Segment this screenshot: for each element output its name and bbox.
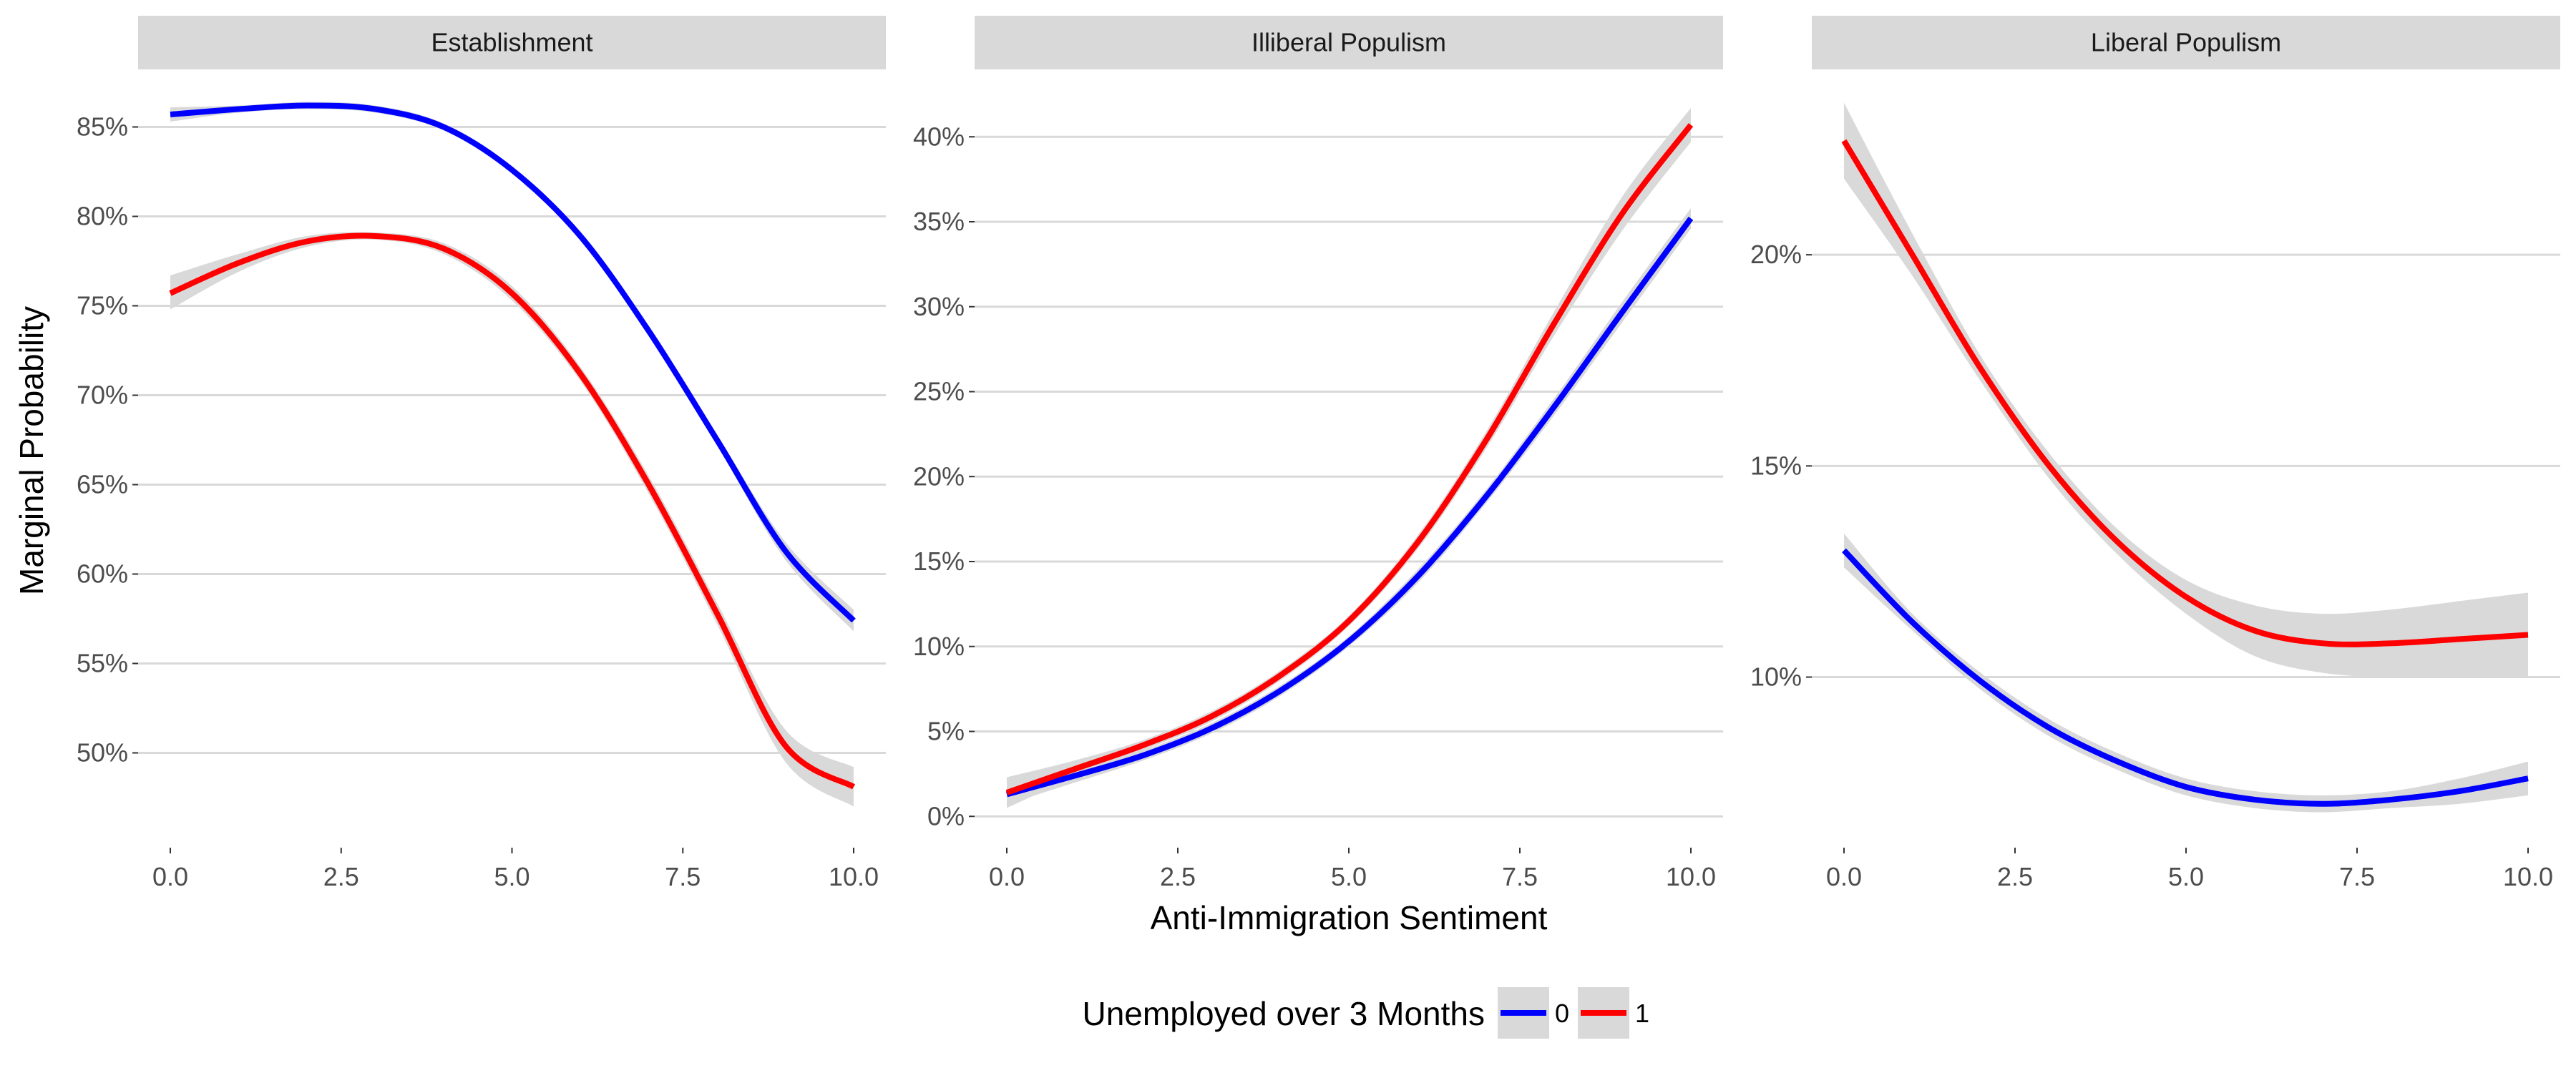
y-tick-label: 35% — [913, 207, 965, 236]
y-tick-label: 0% — [927, 801, 965, 831]
facet-panel: Illiberal Populism 0% 5% 10% 15% 20% 25% 30% 35%… — [913, 16, 1723, 891]
y-tick-label: 25% — [913, 377, 965, 406]
y-tick-label: 20% — [913, 461, 965, 491]
x-tick-label: 10.0 — [829, 862, 879, 891]
facet-panel: Liberal Populism 10% 15% 20% 0.0 2.5 5.0 7.5 10.… — [1750, 16, 2560, 891]
x-tick-label: 5.0 — [2168, 862, 2204, 891]
x-tick-label: 2.5 — [1997, 862, 2033, 891]
y-tick-label: 15% — [1750, 451, 1802, 480]
y-tick-label: 85% — [77, 112, 128, 142]
y-tick-label: 55% — [77, 649, 128, 678]
x-tick-label: 10.0 — [1666, 862, 1716, 891]
confidence-ribbon — [1844, 102, 2528, 678]
series-line — [1842, 548, 2529, 807]
y-tick-label: 20% — [1750, 240, 1802, 269]
x-tick-label: 7.5 — [2339, 862, 2375, 891]
facet-strip-background — [1812, 16, 2560, 69]
x-tick-label: 0.0 — [989, 862, 1025, 891]
y-tick-label: 70% — [77, 381, 128, 410]
y-tick-label: 10% — [913, 632, 965, 661]
facet-panel: Establishment 50% 55% 60% 65% 70% 75% 80% 85% 0.0… — [77, 16, 886, 891]
x-tick-label: 7.5 — [665, 862, 701, 891]
facet-strip-label: Liberal Populism — [2091, 28, 2281, 57]
facet-strip-label: Establishment — [431, 28, 592, 57]
confidence-ribbon — [1844, 533, 2528, 813]
x-tick-label: 0.0 — [152, 862, 188, 891]
y-tick-label: 5% — [927, 717, 965, 746]
facet-strip-background — [138, 16, 886, 69]
series-line — [170, 102, 856, 623]
series-line — [169, 232, 856, 790]
x-tick-label: 7.5 — [1502, 862, 1538, 891]
series-line — [1005, 216, 1694, 798]
facet-strip-background — [975, 16, 1723, 69]
y-tick-label: 15% — [913, 547, 965, 576]
x-tick-label: 0.0 — [1826, 862, 1862, 891]
series-line — [1841, 139, 2529, 647]
legend-label: 1 — [1635, 999, 1649, 1028]
legend-label: 0 — [1555, 999, 1569, 1028]
series-line — [1005, 123, 1694, 795]
x-tick-label: 2.5 — [323, 862, 359, 891]
legend: Unemployed over 3 Months 0 1 — [1082, 987, 1649, 1039]
x-tick-label: 2.5 — [1160, 862, 1196, 891]
y-tick-label: 30% — [913, 292, 965, 321]
y-axis-title: Marginal Probability — [13, 306, 50, 595]
x-tick-label: 5.0 — [1331, 862, 1367, 891]
facet-strip-label: Illiberal Populism — [1252, 28, 1446, 57]
legend-title: Unemployed over 3 Months — [1082, 995, 1485, 1032]
y-tick-label: 60% — [77, 559, 128, 589]
x-tick-label: 10.0 — [2503, 862, 2553, 891]
x-axis-title: Anti-Immigration Sentiment — [1151, 899, 1548, 936]
y-tick-label: 40% — [913, 122, 965, 151]
y-tick-label: 80% — [77, 202, 128, 231]
facet-panels: Establishment 50% 55% 60% 65% 70% 75% 80% 85% 0.0… — [77, 16, 2560, 891]
y-tick-label: 50% — [77, 738, 128, 768]
y-tick-label: 10% — [1750, 662, 1802, 692]
y-tick-label: 75% — [77, 291, 128, 320]
y-tick-label: 65% — [77, 470, 128, 499]
x-tick-label: 5.0 — [494, 862, 530, 891]
